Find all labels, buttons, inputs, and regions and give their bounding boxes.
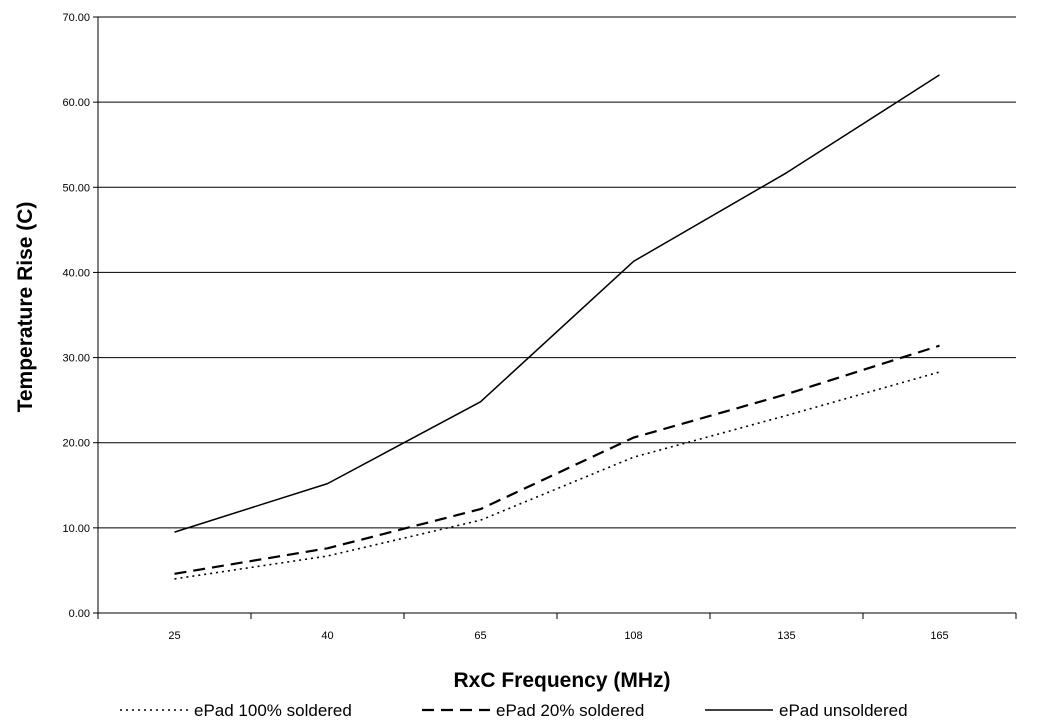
y-tick-label: 0.00 bbox=[69, 608, 90, 620]
legend-label: ePad 100% soldered bbox=[194, 701, 352, 720]
y-tick-label: 50.00 bbox=[62, 182, 90, 194]
y-tick-label: 10.00 bbox=[62, 523, 90, 535]
x-tick-label: 135 bbox=[777, 630, 795, 642]
x-tick-label: 108 bbox=[624, 630, 642, 642]
gridlines bbox=[98, 16, 1016, 529]
y-tick-label: 20.00 bbox=[62, 438, 90, 450]
y-tick-label: 30.00 bbox=[62, 353, 90, 365]
x-tick-label: 40 bbox=[321, 630, 333, 642]
legend-label: ePad 20% soldered bbox=[496, 701, 644, 720]
y-tick-label: 60.00 bbox=[62, 97, 90, 109]
legend: ePad 100% soldered ePad 20% soldered ePad … bbox=[120, 701, 908, 720]
series-line-solid bbox=[174, 74, 940, 533]
x-axis-title: RxC Frequency (MHz) bbox=[453, 669, 670, 692]
series-line-dashed bbox=[174, 344, 940, 575]
y-axis-title: Temperature Rise (C) bbox=[14, 202, 37, 413]
axes: 0.00 10.00 20.00 30.00 40.00 50.00 60.00 70.00 2… bbox=[62, 12, 1017, 642]
series-line-dotted bbox=[174, 371, 940, 580]
y-tick-label: 70.00 bbox=[62, 12, 90, 24]
series-lines bbox=[174, 74, 940, 580]
x-tick-label: 25 bbox=[168, 630, 180, 642]
x-tick-label: 165 bbox=[930, 630, 948, 642]
y-tick-label: 40.00 bbox=[62, 267, 90, 279]
legend-label: ePad unsoldered bbox=[779, 701, 908, 720]
x-tick-label: 65 bbox=[474, 630, 486, 642]
